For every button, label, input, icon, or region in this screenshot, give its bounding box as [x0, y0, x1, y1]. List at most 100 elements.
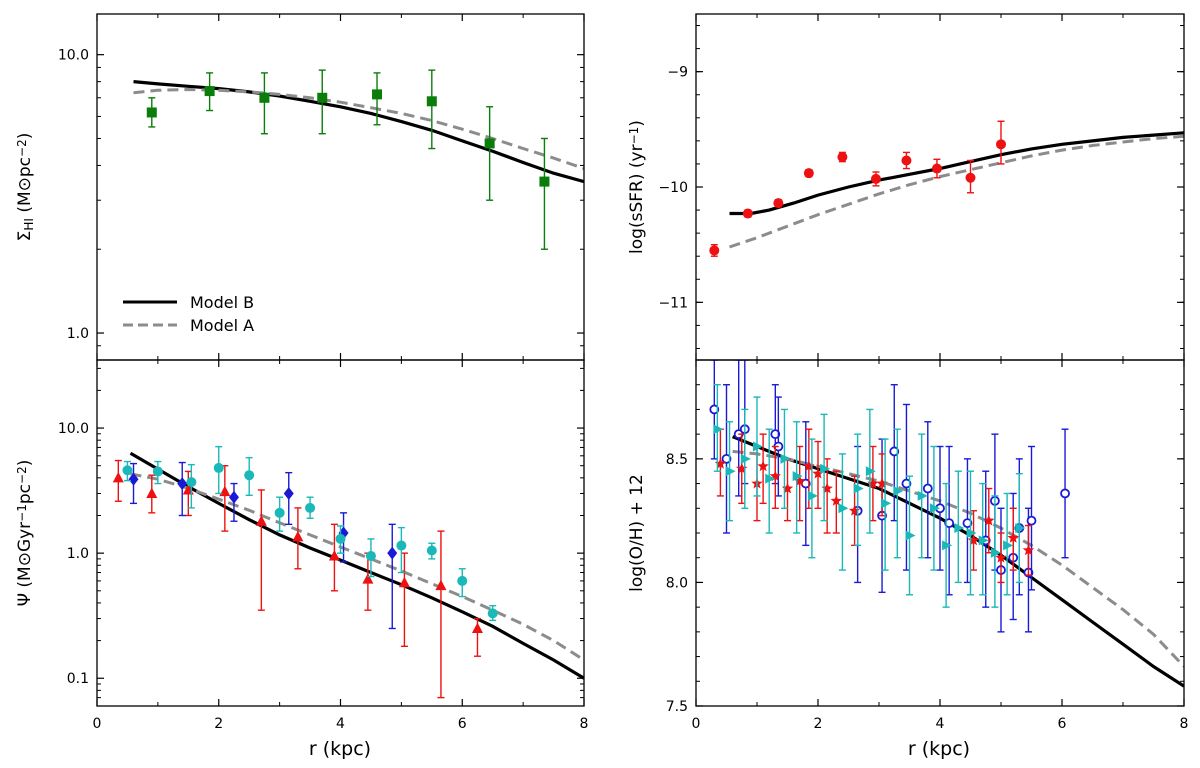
y-tick-label: 8.5: [666, 452, 688, 468]
x-tick-label: 2: [214, 716, 223, 732]
data-point: [219, 485, 231, 497]
data-point: [803, 460, 815, 472]
data-point: [1022, 544, 1035, 556]
data-point: [821, 482, 833, 494]
data-point: [128, 472, 139, 486]
data-point: [721, 453, 732, 464]
series-open-circle: [709, 360, 1070, 633]
data-point: [996, 139, 1006, 150]
data-point: [146, 487, 158, 498]
data-point: [781, 482, 794, 494]
y-tick-label: 10.0: [58, 48, 89, 64]
model-line-a: [732, 449, 1184, 668]
data-point: [1015, 523, 1026, 534]
data-point: [1003, 540, 1014, 551]
panel-oh-plot-area: [709, 360, 1184, 688]
model-line-b: [129, 451, 584, 680]
data-point: [990, 547, 1001, 558]
data-point: [714, 457, 727, 469]
panel-hi-plot-area: [133, 69, 584, 250]
x-tick-label: 8: [1180, 716, 1189, 732]
data-point: [967, 534, 980, 546]
y-tick-label: 8.0: [666, 575, 688, 591]
x-tick-label: 4: [936, 716, 945, 732]
data-point: [966, 528, 977, 538]
data-point: [228, 490, 239, 504]
legend-label-model-a: Model A: [190, 316, 254, 335]
x-axis-title-left: r (kpc): [309, 738, 371, 760]
data-point: [335, 533, 346, 544]
y-tick-label: 7.5: [666, 699, 688, 715]
panel-psi-plot-area: [112, 445, 584, 699]
panel-ssfr-plot-area: [709, 120, 1184, 257]
data-point: [255, 515, 267, 526]
data-point: [362, 573, 374, 584]
x-tick-label: 8: [580, 716, 589, 732]
data-point: [457, 575, 468, 586]
data-point: [807, 490, 818, 501]
x-tick-label: 0: [93, 716, 102, 732]
data-point: [905, 530, 916, 541]
y-axis-title-hi: ΣHI (M⊙pc−2): [15, 133, 36, 242]
x-tick-label: 6: [1058, 716, 1067, 732]
data-point: [820, 463, 831, 474]
legend: Model B Model A: [123, 293, 254, 335]
series-square: [146, 69, 550, 250]
data-point: [317, 92, 328, 103]
data-point: [901, 155, 912, 166]
y-tick-label: 1.0: [67, 326, 89, 342]
data-point: [876, 477, 888, 489]
data-point: [244, 470, 255, 481]
data-point: [328, 549, 340, 561]
data-point: [435, 579, 447, 591]
data-point: [792, 471, 803, 482]
y-axis-title-psi: Ψ (M⊙Gyr−1pc−2): [15, 460, 35, 607]
y-tick-label: 10.0: [58, 421, 89, 437]
x-tick-label: 4: [336, 716, 345, 732]
data-point: [426, 545, 437, 556]
panel-psi: 0 2 4 6 8 0.1 1.0 10.0 Ψ (M⊙Gyr−1pc−2): [15, 359, 589, 732]
data-point: [1060, 488, 1070, 499]
data-point: [487, 608, 498, 619]
plots-layer: 1.0 10.0 ΣHI (M⊙pc−2) −9 −10 −11 log(sSFR) (yr…: [15, 13, 1189, 732]
data-point: [812, 467, 824, 479]
y-axis-title-ssfr: log(sSFR) (yr−1): [627, 120, 647, 254]
panel-hi: 1.0 10.0 ΣHI (M⊙pc−2): [15, 13, 585, 361]
data-point: [471, 622, 483, 633]
data-point: [881, 498, 892, 509]
data-point: [780, 453, 791, 464]
data-point: [186, 477, 197, 488]
data-point: [929, 503, 940, 514]
data-point: [901, 478, 912, 489]
y-tick-label: −10: [658, 180, 688, 196]
data-point: [769, 470, 781, 481]
data-point: [870, 173, 881, 184]
data-point: [838, 503, 849, 514]
y-axis-title-oh: log(O/H) + 12: [627, 474, 647, 592]
data-point: [484, 138, 495, 149]
series-diamond: [128, 461, 398, 630]
panel-oh: 0 2 4 6 8 7.5 8.0 8.5 log(O/H) + 12: [627, 359, 1189, 732]
data-point: [757, 460, 769, 472]
data-point: [1007, 531, 1019, 543]
data-point: [387, 546, 398, 560]
data-point: [853, 483, 864, 494]
y-tick-label: 0.1: [67, 671, 89, 687]
data-point: [372, 89, 383, 100]
data-point: [1026, 515, 1037, 526]
panel-frame: [96, 13, 585, 361]
series-circle: [122, 445, 498, 622]
data-point: [740, 453, 751, 464]
data-point: [709, 245, 720, 256]
data-point: [396, 540, 407, 551]
data-point: [177, 477, 188, 491]
x-axis-title-right: r (kpc): [908, 738, 970, 760]
data-point: [917, 490, 928, 501]
data-point: [931, 163, 942, 174]
data-point: [305, 502, 316, 513]
data-point: [803, 168, 814, 179]
data-point: [426, 96, 437, 107]
x-tick-label: 2: [814, 716, 823, 732]
data-point: [713, 424, 724, 435]
data-point: [753, 441, 763, 452]
